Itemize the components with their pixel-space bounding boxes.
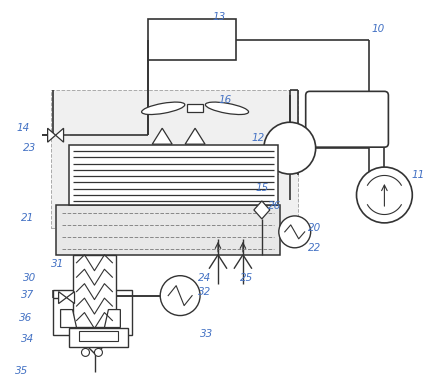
Text: 25: 25 xyxy=(240,273,253,283)
Text: 20: 20 xyxy=(308,223,321,233)
Polygon shape xyxy=(104,310,121,328)
Circle shape xyxy=(95,348,103,356)
Bar xyxy=(51,90,298,228)
Circle shape xyxy=(81,348,89,356)
Text: 12: 12 xyxy=(252,133,265,143)
Polygon shape xyxy=(59,291,66,304)
Bar xyxy=(69,145,278,205)
Bar xyxy=(69,328,128,348)
Polygon shape xyxy=(48,128,55,142)
Text: 24: 24 xyxy=(198,273,211,283)
Text: 10: 10 xyxy=(371,23,385,33)
Text: 22: 22 xyxy=(308,243,321,253)
Text: 13: 13 xyxy=(212,12,225,22)
Text: 16: 16 xyxy=(218,95,231,105)
Text: 15: 15 xyxy=(256,183,269,193)
Text: 14: 14 xyxy=(17,123,30,133)
Text: 31: 31 xyxy=(51,259,64,269)
Circle shape xyxy=(356,167,412,223)
Text: 30: 30 xyxy=(23,273,36,283)
Text: 26: 26 xyxy=(268,201,281,211)
Polygon shape xyxy=(66,291,74,304)
Bar xyxy=(55,205,280,255)
Circle shape xyxy=(160,276,200,316)
Text: 32: 32 xyxy=(198,286,211,296)
Polygon shape xyxy=(61,310,77,328)
Polygon shape xyxy=(254,201,270,219)
Bar xyxy=(187,104,203,112)
FancyBboxPatch shape xyxy=(306,91,389,147)
Text: 11: 11 xyxy=(411,170,425,180)
Bar xyxy=(148,19,236,60)
Bar xyxy=(78,331,118,341)
Ellipse shape xyxy=(205,102,249,114)
Text: 34: 34 xyxy=(21,334,34,344)
Polygon shape xyxy=(55,128,63,142)
Circle shape xyxy=(279,216,311,248)
Bar xyxy=(73,255,116,326)
Text: 36: 36 xyxy=(19,313,32,323)
Text: 33: 33 xyxy=(200,329,213,339)
Ellipse shape xyxy=(142,102,185,114)
Text: 21: 21 xyxy=(21,213,34,223)
Polygon shape xyxy=(152,128,172,144)
Text: 23: 23 xyxy=(23,143,36,153)
Bar xyxy=(53,290,132,336)
Text: 35: 35 xyxy=(15,366,28,376)
Text: 37: 37 xyxy=(21,290,34,300)
Circle shape xyxy=(264,122,315,174)
Polygon shape xyxy=(185,128,205,144)
